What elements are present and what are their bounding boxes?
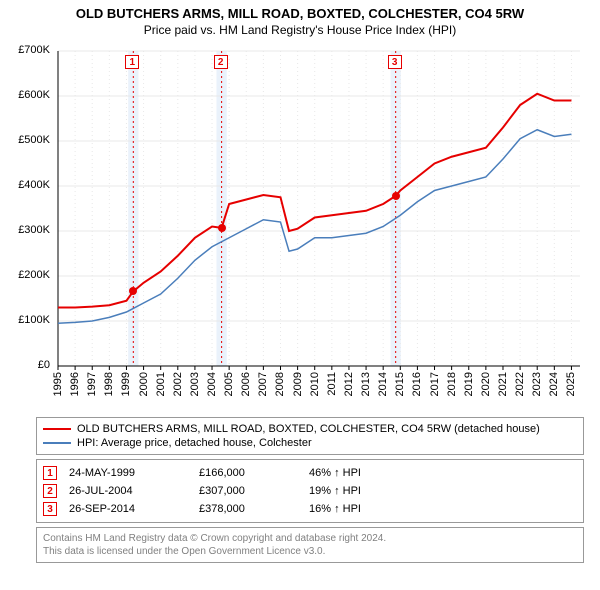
y-axis-label: £100K [10,314,50,326]
legend-swatch-property [43,428,71,430]
x-axis-label: 2004 [206,372,218,396]
x-axis-label: 2024 [548,372,560,396]
y-axis-label: £600K [10,89,50,101]
legend-label-property: OLD BUTCHERS ARMS, MILL ROAD, BOXTED, CO… [77,423,540,435]
x-axis-label: 2000 [138,372,150,396]
x-axis-label: 2012 [343,372,355,396]
x-axis-label: 2010 [309,372,321,396]
x-axis-label: 2015 [394,372,406,396]
x-axis-label: 2025 [565,372,577,396]
sale-date: 26-SEP-2014 [69,503,199,515]
attribution-box: Contains HM Land Registry data © Crown c… [36,527,584,563]
y-axis-label: £300K [10,224,50,236]
sale-marker-3: 3 [43,502,57,516]
x-axis-label: 2018 [446,372,458,396]
x-axis-label: 2002 [172,372,184,396]
sales-row: 3 26-SEP-2014 £378,000 16% ↑ HPI [43,500,577,518]
x-axis-label: 2021 [497,372,509,396]
chart-area: £0 £100K £200K £300K £400K £500K £600K £700K 199… [10,41,590,411]
chart-sale-dot-2 [218,224,226,232]
sale-price: £378,000 [199,503,309,515]
title-line1: OLD BUTCHERS ARMS, MILL ROAD, BOXTED, CO… [0,6,600,21]
y-axis-label: £500K [10,134,50,146]
sale-pct: 19% ↑ HPI [309,485,361,497]
x-axis-label: 1996 [69,372,81,396]
x-axis-label: 1997 [86,372,98,396]
chart-sale-marker-3: 3 [388,55,402,69]
title-block: OLD BUTCHERS ARMS, MILL ROAD, BOXTED, CO… [0,0,600,41]
x-axis-label: 2019 [463,372,475,396]
sales-row: 1 24-MAY-1999 £166,000 46% ↑ HPI [43,464,577,482]
sales-box: 1 24-MAY-1999 £166,000 46% ↑ HPI 2 26-JU… [36,459,584,523]
x-axis-label: 1995 [52,372,64,396]
x-axis-label: 2022 [514,372,526,396]
attribution-line1: Contains HM Land Registry data © Crown c… [43,532,577,545]
legend-row: OLD BUTCHERS ARMS, MILL ROAD, BOXTED, CO… [43,422,577,436]
chart-sale-marker-2: 2 [214,55,228,69]
sale-price: £307,000 [199,485,309,497]
legend-row: HPI: Average price, detached house, Colc… [43,436,577,450]
x-axis-label: 2007 [257,372,269,396]
legend-swatch-hpi [43,442,71,444]
title-line2: Price paid vs. HM Land Registry's House … [0,23,600,37]
x-axis-label: 2006 [240,372,252,396]
x-axis-label: 1998 [103,372,115,396]
y-axis-label: £400K [10,179,50,191]
chart-container: OLD BUTCHERS ARMS, MILL ROAD, BOXTED, CO… [0,0,600,563]
x-axis-label: 1999 [120,372,132,396]
x-axis-label: 2001 [155,372,167,396]
sale-pct: 16% ↑ HPI [309,503,361,515]
x-axis-label: 2011 [326,372,338,396]
chart-sale-dot-3 [392,192,400,200]
x-axis-label: 2023 [531,372,543,396]
x-axis-label: 2014 [377,372,389,396]
chart-sale-marker-1: 1 [125,55,139,69]
x-axis-label: 2005 [223,372,235,396]
sales-row: 2 26-JUL-2004 £307,000 19% ↑ HPI [43,482,577,500]
legend-label-hpi: HPI: Average price, detached house, Colc… [77,437,312,449]
attribution-line2: This data is licensed under the Open Gov… [43,545,577,558]
x-axis-label: 2009 [292,372,304,396]
sale-price: £166,000 [199,467,309,479]
y-axis-label: £700K [10,44,50,56]
x-axis-label: 2017 [429,372,441,396]
x-axis-label: 2013 [360,372,372,396]
chart-svg [10,41,590,411]
x-axis-label: 2020 [480,372,492,396]
sale-pct: 46% ↑ HPI [309,467,361,479]
x-axis-label: 2016 [411,372,423,396]
y-axis-label: £200K [10,269,50,281]
legend-box: OLD BUTCHERS ARMS, MILL ROAD, BOXTED, CO… [36,417,584,455]
sale-marker-2: 2 [43,484,57,498]
x-axis-label: 2008 [274,372,286,396]
sale-date: 26-JUL-2004 [69,485,199,497]
sale-date: 24-MAY-1999 [69,467,199,479]
sale-marker-1: 1 [43,466,57,480]
y-axis-label: £0 [10,359,50,371]
x-axis-label: 2003 [189,372,201,396]
